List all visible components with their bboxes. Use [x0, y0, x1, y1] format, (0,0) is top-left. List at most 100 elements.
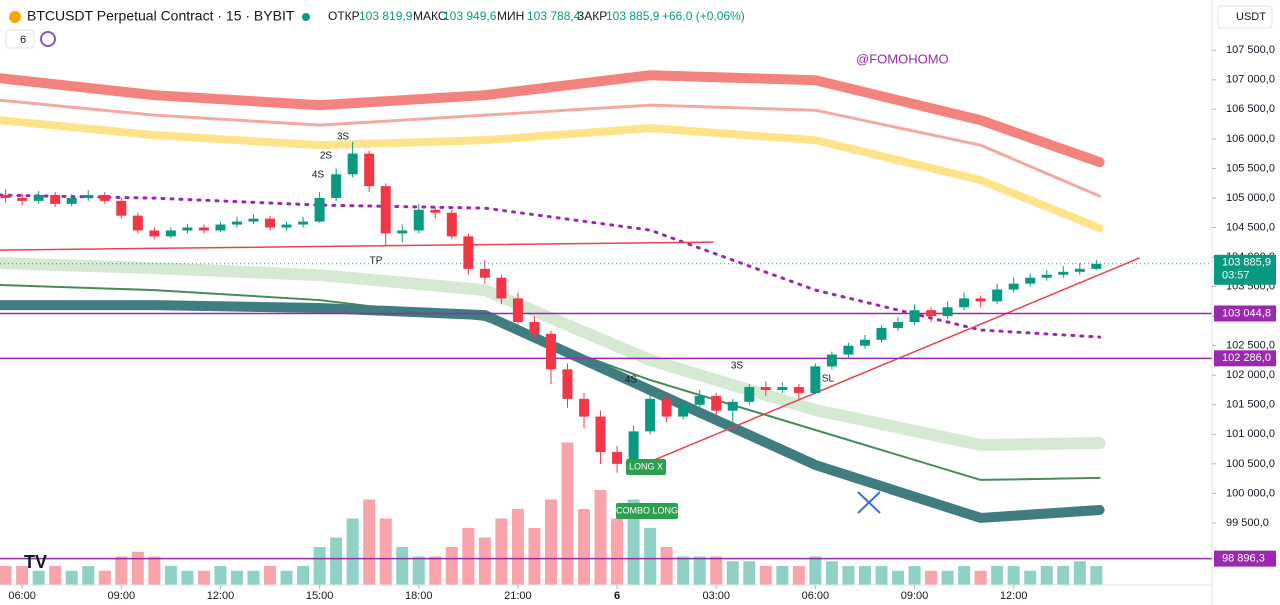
candle-body — [198, 227, 209, 231]
stat-value: 103 788,4 — [527, 9, 581, 23]
signal-label: COMBO LONG — [616, 505, 678, 515]
volume-bar — [710, 556, 723, 585]
currency-button[interactable] — [1217, 5, 1273, 29]
volume-bar — [759, 566, 772, 585]
candle-body — [579, 398, 590, 417]
signal-label: 3S — [337, 132, 350, 143]
candle-body — [446, 212, 457, 237]
indicator-count[interactable]: 6 — [20, 34, 26, 46]
x-tick-label: 6 — [614, 590, 620, 602]
volume-bar — [825, 561, 838, 585]
stat-change: +66,0 (+0,06%) — [662, 9, 745, 23]
volume-bar — [363, 499, 376, 585]
volume-bar — [32, 570, 45, 585]
y-tick-label: 101 000,0 — [1226, 428, 1275, 440]
x-tick-label: 09:00 — [108, 590, 136, 602]
chart-title[interactable]: BTCUSDT Perpetual Contract · 15 · BYBIT — [27, 8, 295, 24]
level-tag — [1214, 350, 1276, 367]
volume-bar — [974, 570, 987, 585]
volume-bar — [16, 566, 29, 585]
candle-body — [1091, 263, 1102, 269]
candle-body — [975, 298, 986, 302]
y-tick-label: 102 000,0 — [1226, 369, 1275, 381]
candle-body — [496, 277, 507, 299]
candle-body — [149, 230, 160, 237]
signal-label: SL — [822, 374, 835, 385]
candle-body — [694, 395, 705, 405]
candle-body — [942, 307, 953, 317]
last-price-label: 103 885,9 — [1222, 257, 1271, 269]
overlay-line — [0, 257, 1106, 451]
volume-bar — [693, 556, 706, 585]
candle-body — [744, 387, 755, 402]
volume-bar — [1007, 566, 1020, 585]
volume-bar — [131, 551, 144, 585]
candle-body — [1074, 268, 1085, 272]
symbol-logo — [9, 11, 21, 23]
level-tag — [1214, 305, 1276, 322]
volume-bar — [445, 547, 458, 585]
cross-line — [857, 491, 881, 514]
signal-box — [616, 503, 678, 519]
candle-body — [463, 236, 474, 269]
overlay-line — [0, 98, 1102, 198]
currency-label[interactable]: USDT — [1236, 11, 1266, 23]
volume-bar — [594, 490, 607, 585]
volume-bar — [313, 547, 326, 585]
overlay-line — [0, 300, 1105, 523]
candle-body — [959, 298, 970, 308]
candle-body — [760, 387, 771, 390]
volume-bar — [809, 556, 822, 585]
volume-bar — [181, 570, 194, 585]
volume-bar — [726, 561, 739, 585]
signal-label: 4S — [312, 170, 325, 181]
volume-bar — [230, 570, 243, 585]
volume-bar — [677, 556, 690, 585]
candle-body — [711, 395, 722, 411]
candle-body — [314, 197, 325, 222]
overlay-line — [0, 241, 714, 251]
candle-body — [727, 401, 738, 411]
volume-bar — [578, 509, 591, 585]
volume-bar — [627, 499, 640, 585]
candle-body — [430, 209, 441, 213]
status-dot — [302, 13, 310, 21]
volume-bar — [65, 570, 78, 585]
volume-bar — [1040, 566, 1053, 585]
level-label: 103 044,8 — [1222, 307, 1271, 319]
candle-body — [810, 366, 821, 393]
candle-body — [413, 209, 424, 231]
cross-marker — [857, 491, 881, 514]
overlay-line — [0, 116, 1104, 233]
signal-label: LONG X — [629, 461, 663, 471]
volume-bar — [98, 570, 111, 585]
volume-bar — [925, 570, 938, 585]
volume-bar — [792, 566, 805, 585]
indicator-toggle[interactable] — [5, 29, 35, 49]
sync-icon[interactable] — [40, 31, 56, 47]
candle-body — [298, 221, 309, 225]
y-tick-label: 100 500,0 — [1226, 458, 1275, 470]
level-label: 102 286,0 — [1222, 352, 1271, 364]
candle-body — [545, 333, 556, 370]
y-tick-label: 105 500,0 — [1226, 162, 1275, 174]
candle-body — [165, 230, 176, 237]
x-tick-label: 06:00 — [8, 590, 36, 602]
stat-label: ЗАКР — [577, 9, 607, 23]
level-label: 98 896,3 — [1222, 553, 1265, 565]
candle-body — [926, 310, 937, 317]
candle-body — [529, 322, 540, 334]
volume-bar — [842, 566, 855, 585]
x-tick-label: 18:00 — [405, 590, 433, 602]
candle-body — [17, 197, 28, 201]
candle-body — [33, 195, 44, 201]
candle-body — [0, 195, 11, 198]
overlay-line — [0, 193, 1102, 339]
plot-area — [0, 70, 1212, 585]
candle-body — [397, 230, 408, 234]
volume-bar — [164, 566, 177, 585]
candle-body — [992, 289, 1003, 302]
candle-body — [777, 387, 788, 390]
y-tick-label: 106 000,0 — [1226, 133, 1275, 145]
